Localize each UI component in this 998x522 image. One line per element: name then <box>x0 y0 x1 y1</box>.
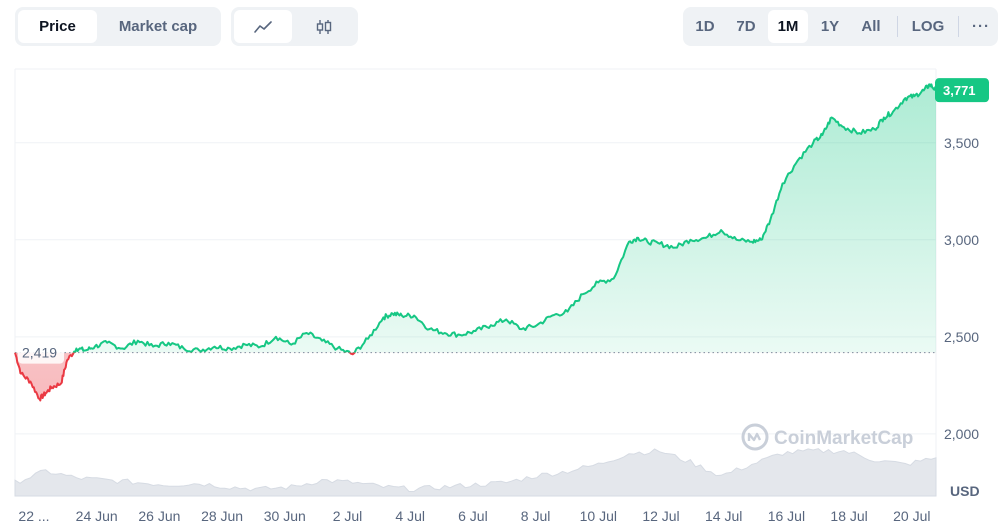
x-tick-label: 2 Jul <box>333 508 363 522</box>
x-tick-label: 12 Jul <box>642 508 679 522</box>
x-tick-label: 20 Jul <box>893 508 930 522</box>
x-tick-label: 24 Jun <box>76 508 118 522</box>
candlestick-chart-button[interactable] <box>295 10 353 43</box>
y-tick-label: 3,000 <box>944 232 979 248</box>
metric-toggle: Price Market cap <box>15 7 221 46</box>
y-tick-label: 3,500 <box>944 135 979 151</box>
y-axis-labels: 2,000 2,500 3,000 3,500 <box>944 135 979 442</box>
x-tick-label: 4 Jul <box>395 508 425 522</box>
svg-text:3,771: 3,771 <box>943 83 976 98</box>
y-axis-unit: USD <box>950 483 980 499</box>
line-chart-icon <box>254 20 272 33</box>
x-tick-label: 16 Jul <box>768 508 805 522</box>
line-chart-button[interactable] <box>234 10 292 43</box>
coinmarketcap-logo-icon <box>741 423 769 451</box>
x-tick-label: 8 Jul <box>521 508 551 522</box>
range-toggle: 1D 7D 1M 1Y All LOG ··· <box>683 7 998 46</box>
x-tick-label: 22 ... <box>18 508 49 522</box>
y-tick-label: 2,000 <box>944 426 979 442</box>
reference-price-label: 2,419 <box>18 341 64 364</box>
svg-text:2,419: 2,419 <box>22 345 57 361</box>
range-7d-button[interactable]: 7D <box>736 18 756 35</box>
more-options-button[interactable]: ··· <box>972 18 990 35</box>
range-divider-1 <box>897 16 898 37</box>
volume-area <box>14 448 937 497</box>
x-tick-label: 6 Jul <box>458 508 488 522</box>
x-axis-labels: 22 ... 24 Jun 26 Jun 28 Jun 30 Jun 2 Jul 4 Jul… <box>18 508 930 522</box>
range-1y-button[interactable]: 1Y <box>820 18 840 35</box>
price-line-above-reference <box>15 83 937 353</box>
range-divider-2 <box>958 16 959 37</box>
x-tick-label: 26 Jun <box>138 508 180 522</box>
price-tab[interactable]: Price <box>18 10 97 43</box>
chart-style-toggle <box>231 7 358 46</box>
y-tick-label: 2,500 <box>944 329 979 345</box>
x-tick-label: 14 Jul <box>705 508 742 522</box>
market-cap-tab[interactable]: Market cap <box>118 18 198 35</box>
current-price-badge: 3,771 <box>935 78 989 103</box>
x-tick-label: 18 Jul <box>830 508 867 522</box>
range-1m-button[interactable]: 1M <box>768 10 808 43</box>
price-area-above-reference <box>73 84 936 353</box>
watermark-text: CoinMarketCap <box>774 428 913 449</box>
x-tick-label: 10 Jul <box>580 508 617 522</box>
range-1d-button[interactable]: 1D <box>695 18 715 35</box>
candlestick-icon <box>316 19 332 34</box>
range-all-button[interactable]: All <box>861 18 881 35</box>
log-scale-button[interactable]: LOG <box>911 18 945 35</box>
x-tick-label: 30 Jun <box>264 508 306 522</box>
coinmarketcap-watermark: CoinMarketCap <box>741 423 913 451</box>
x-tick-label: 28 Jun <box>201 508 243 522</box>
